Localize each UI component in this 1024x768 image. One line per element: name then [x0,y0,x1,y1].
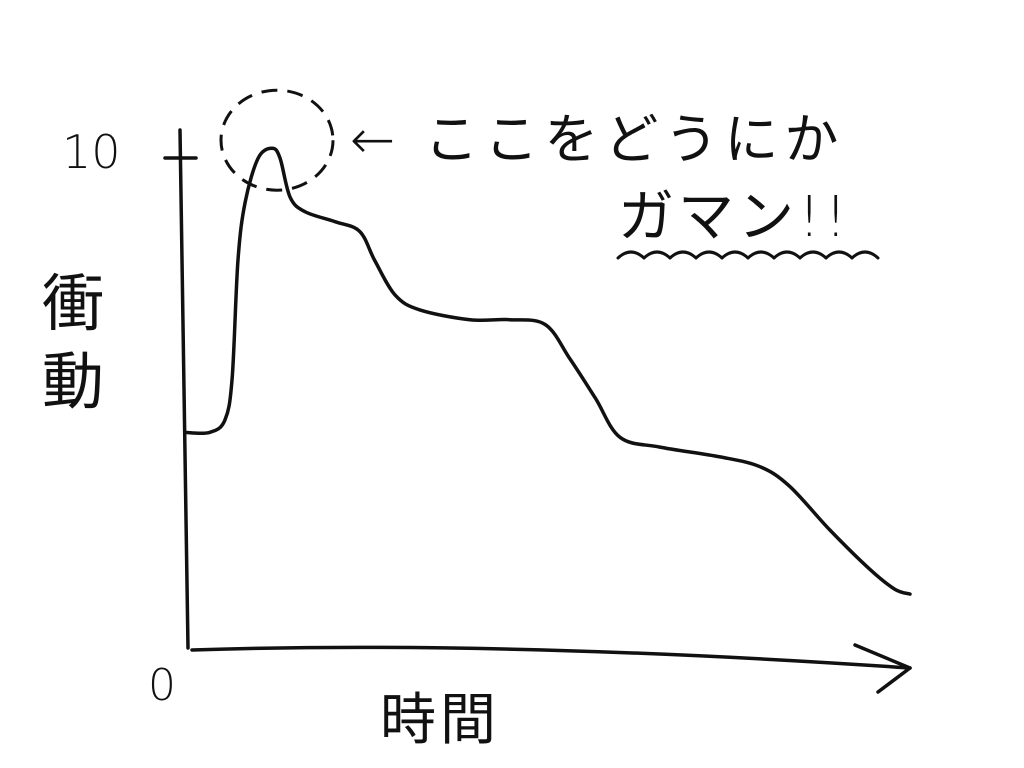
y-tick-label-0: 0 [148,660,176,711]
annotation-group [219,88,880,260]
annotation-line2: ガマン!! [618,185,851,250]
wavy-underline [616,250,880,260]
annotation-line1: ← ここをどうにか [350,95,844,174]
series-line [183,146,912,596]
annotation-text-1: ここをどうにか [424,108,845,171]
arrow-left-icon: ← [350,108,402,171]
x-axis-line [190,645,912,670]
x-axis-arrowhead [853,643,912,694]
series-line-group [183,146,912,596]
y-axis-line [178,128,190,650]
y-tick-label-10: 10 [62,125,121,179]
dashed-circle-marker [219,88,335,192]
y-axis-label: 衝動 [41,267,104,418]
axes [163,128,912,694]
x-axis-label: 時間 [380,688,500,753]
